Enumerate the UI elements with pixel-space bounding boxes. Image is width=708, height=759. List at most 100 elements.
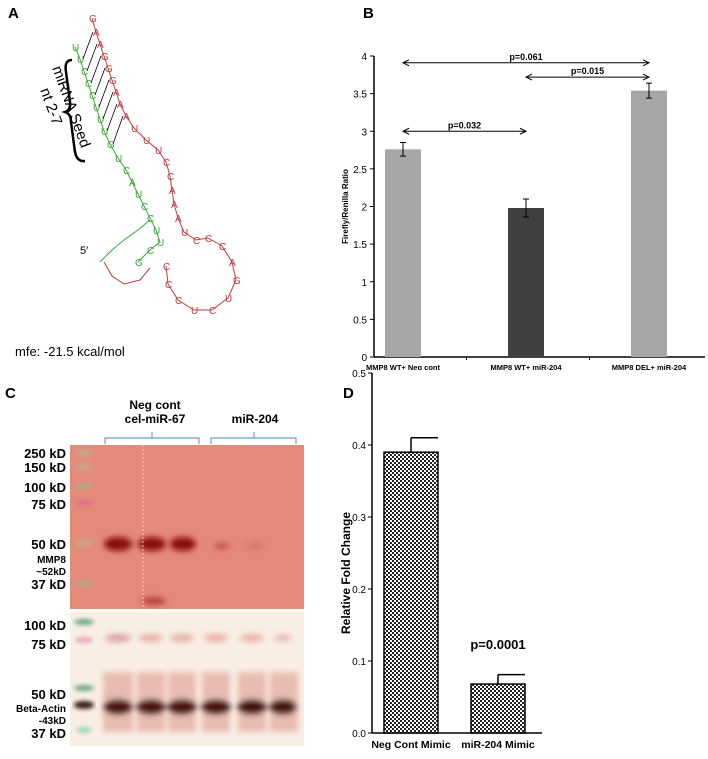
mirna-nucleotide: U (135, 190, 142, 201)
western-blot-mmp8 (70, 445, 304, 609)
target-nucleotide: A (171, 200, 178, 211)
actin-line2: -43kD (38, 716, 66, 727)
p-value-label: p=0.061 (509, 52, 542, 62)
group-neg-cont-label: Neg cont cel-miR-67 (100, 398, 210, 426)
y-tick-label: 1 (361, 278, 367, 289)
group-brackets (104, 432, 297, 444)
bottom-marker-100: 100 kD (24, 618, 66, 633)
y-tick-label: 0.5 (352, 369, 366, 380)
mirna-nucleotide: A (129, 178, 136, 189)
target-nucleotide: G (233, 276, 241, 287)
panel-d-label: D (343, 385, 354, 402)
target-nucleotide: C (219, 242, 226, 253)
y-tick-label: 3.5 (353, 90, 367, 101)
mirna-nucleotide: U (97, 115, 104, 126)
base-pair (94, 67, 106, 96)
target-nucleotide: G (89, 14, 97, 25)
five-prime-label: 5′ (80, 245, 88, 257)
mirna-nucleotide: C (123, 166, 130, 177)
error-bar (400, 142, 406, 157)
y-tick-label: 3 (361, 127, 367, 138)
bar (383, 451, 439, 734)
group1-line1: Neg cont (129, 398, 181, 412)
actin-bands (103, 634, 298, 732)
mirna-nucleotide: U (153, 226, 160, 237)
p-value-label: p=0.015 (571, 66, 604, 76)
western-blot-beta-actin (70, 612, 304, 746)
target-nucleotide: U (181, 228, 188, 239)
category-label: Neg Cont Mimic (371, 739, 450, 751)
marker-75: 75 kD (31, 497, 66, 512)
qpcr-bar-chart: 0.0 0.1 0.2 0.3 0.4 0.5 Relative Fold Change Ne… (339, 369, 542, 751)
panel-c-label: C (5, 385, 16, 402)
marker-150: 150 kD (24, 460, 66, 475)
bar (631, 90, 667, 358)
error-bar (410, 437, 438, 453)
target-nucleotide: G (109, 76, 117, 87)
category-label: miR-204 Mimic (461, 739, 535, 751)
seed-bracket (61, 58, 86, 163)
beta-actin-label: Beta-Actin -43kD (0, 704, 66, 728)
target-nucleotide: U (143, 136, 150, 147)
marker-37: 37 kD (31, 577, 66, 592)
mmp8-label: MMP8 ~52kD (0, 555, 66, 579)
base-pair (82, 31, 94, 60)
group-mir204-label: miR-204 (231, 412, 279, 426)
target-nucleotide: C (193, 236, 200, 247)
y-tick-label: 0.2 (352, 585, 366, 596)
y-tick-label: 0.5 (353, 315, 367, 326)
marker-100: 100 kD (24, 480, 66, 495)
bottom-marker-75: 75 kD (31, 637, 66, 652)
mmp8-bands (104, 537, 263, 605)
target-nucleotide: G (105, 64, 113, 75)
y-tick-label: 0.4 (352, 441, 366, 452)
target-nucleotide: A (123, 112, 130, 123)
y-axis-label: Firefly/Renilla Ratio (341, 169, 350, 244)
target-nucleotide: C (205, 234, 212, 245)
comparison-arrow (524, 73, 651, 81)
y-tick-label: 0.0 (352, 729, 366, 740)
mirna-nucleotide: U (77, 55, 84, 66)
mirna-nucleotide: C (81, 67, 88, 78)
target-nucleotide: A (93, 28, 100, 39)
mirna-nucleotide: C (147, 214, 154, 225)
target-loop (103, 261, 151, 285)
target-nucleotide: G (101, 52, 109, 63)
mirna-nucleotide: U (101, 127, 108, 138)
p-value-label: p=0.032 (448, 120, 481, 130)
category-label: MMP8 DEL+ miR-204 (612, 363, 687, 370)
mirna-nucleotide: G (107, 140, 115, 151)
error-bar (523, 198, 529, 218)
target-nucleotide: A (113, 88, 120, 99)
target-nucleotide: A (229, 258, 236, 269)
base-pair (102, 91, 114, 120)
bottom-marker-50: 50 kD (31, 687, 66, 702)
mirna-nucleotide: C (147, 246, 154, 257)
mirna-nucleotide: U (157, 238, 164, 249)
mfe-label: mfe: -21.5 kcal/mol (15, 344, 125, 359)
target-nucleotide: C (167, 172, 174, 183)
y-tick-label: 1.5 (353, 240, 367, 251)
y-tick-label: 0.3 (352, 513, 366, 524)
target-nucleotide: A (169, 186, 176, 197)
base-pair (112, 115, 124, 145)
target-nucleotide: A (117, 100, 124, 111)
error-bar (646, 82, 652, 99)
y-tick-label: 4 (361, 52, 367, 63)
luciferase-bar-chart: 0 0.5 1 1.5 2 2.5 3 3.5 4 Firefly/Renilla Ratio MM… (341, 52, 705, 370)
target-nucleotide: C (175, 296, 182, 307)
y-tick-label: 2 (361, 203, 367, 214)
bar (508, 208, 544, 357)
bar (385, 149, 421, 357)
mirna-backbone (74, 46, 161, 263)
target-nucleotide: C (165, 280, 172, 291)
category-label: MMP8 WT+ Neg cont (366, 363, 440, 370)
y-tick-label: 0 (361, 353, 367, 364)
target-nucleotide: U (155, 146, 162, 157)
target-nucleotide: U (131, 124, 138, 135)
mmp8-line1: MMP8 (37, 555, 66, 566)
mirna-nucleotide: C (141, 202, 148, 213)
target-nucleotide: C (163, 158, 170, 169)
comparison-arrow (401, 127, 528, 135)
